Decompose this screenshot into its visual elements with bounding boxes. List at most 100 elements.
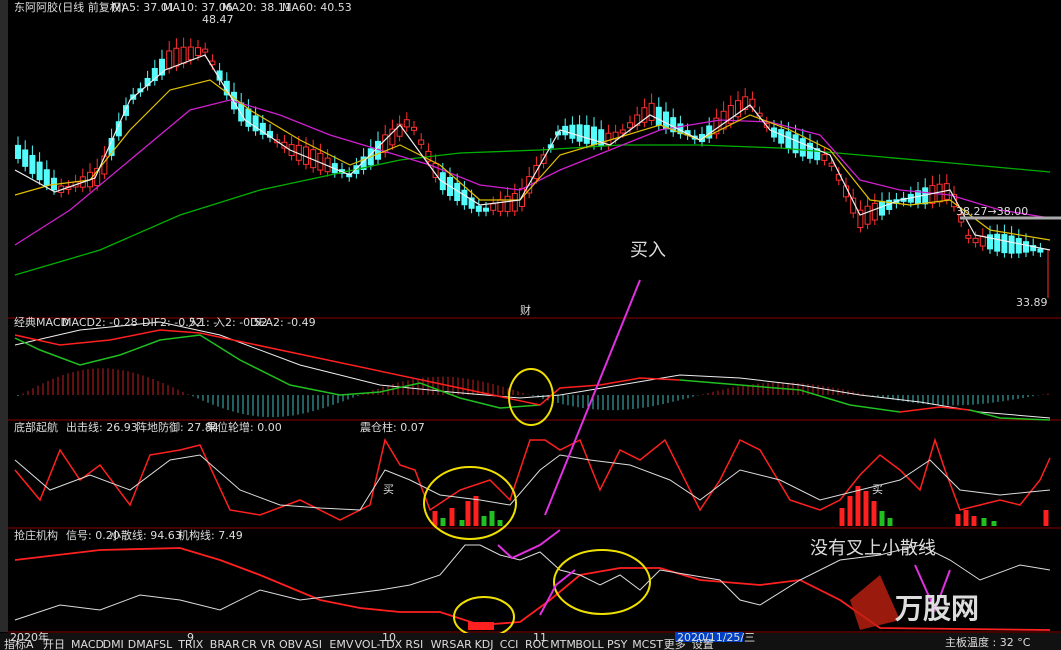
dif-line-red <box>14 329 681 406</box>
indicator-tab[interactable]: 指标A <box>4 637 34 650</box>
indicator-value: 出击线: 26.93 <box>66 420 138 434</box>
shake-bars <box>432 486 1049 526</box>
shake-bar <box>879 511 885 526</box>
indicator-tab[interactable]: WR <box>431 638 450 650</box>
indicator-tab[interactable]: CR <box>241 638 257 650</box>
candle-body <box>641 107 648 123</box>
shake-bar <box>887 518 893 526</box>
indicator-tab[interactable]: MTM <box>550 638 576 650</box>
indicator-tab[interactable]: SAR <box>449 638 472 650</box>
candle-body <box>569 124 576 139</box>
shake-bar <box>981 518 987 526</box>
shake-bar <box>497 520 503 526</box>
ma-label: MA60: 40.53 <box>282 1 352 14</box>
candle-body <box>511 193 518 212</box>
candle-body <box>475 205 482 212</box>
candle-body <box>29 155 36 174</box>
shake-bar <box>991 521 997 526</box>
date-label: 11 <box>533 631 547 644</box>
indicator-tab[interactable]: PSY <box>607 638 628 650</box>
pointer-arrow <box>544 279 641 516</box>
status-text: 主板温度 : 32 °C <box>945 635 1031 649</box>
indicator-tab[interactable]: BOLL <box>575 638 604 650</box>
candle-body <box>814 148 821 161</box>
candle-body <box>987 234 993 250</box>
candle-body <box>195 47 201 56</box>
high-price: 48.47 <box>202 13 234 26</box>
indicator-tab[interactable]: TRIX <box>177 638 204 650</box>
indicator-tab[interactable]: VOL-TDX <box>355 638 403 650</box>
candle-body <box>792 134 799 154</box>
shake-bar <box>459 520 465 526</box>
candle-body <box>799 138 806 157</box>
candle-body <box>22 149 29 167</box>
candle-body <box>389 128 396 146</box>
indicator-tab[interactable]: OBV <box>279 638 303 650</box>
indicator-tab[interactable]: ROC <box>525 638 549 650</box>
shake-bar <box>839 508 845 526</box>
panel-name[interactable]: 经典MACD <box>14 315 69 329</box>
ma-label: MA5: 37.01 <box>112 1 175 14</box>
institution-line <box>14 547 1051 631</box>
indicator-tab[interactable]: MACD <box>71 638 104 650</box>
indicator-tab[interactable]: ASI <box>304 638 322 650</box>
candle-body <box>123 105 129 116</box>
candle-body <box>821 154 828 161</box>
indicator-tab[interactable]: CCI <box>500 638 519 650</box>
shake-bar <box>955 514 961 526</box>
indicator-tab[interactable]: VR <box>260 638 276 650</box>
indicator-tab[interactable]: BRAR <box>210 638 240 650</box>
candle-body <box>605 132 612 146</box>
note-annotation: 没有叉上小散线 <box>810 538 936 559</box>
candle-body <box>857 209 864 229</box>
indicator-tab[interactable]: RSI <box>405 638 423 650</box>
indicator-value: 小散线: 94.63 <box>110 528 182 542</box>
indicator-tab[interactable]: 开日 <box>43 638 65 650</box>
shake-bar <box>855 486 861 526</box>
candle-body <box>627 122 633 129</box>
shake-bar <box>465 501 471 526</box>
indicator-tab[interactable]: KDJ <box>475 638 494 650</box>
candle-body <box>461 189 468 206</box>
indicator-value: 信号: 0.20 <box>66 529 120 542</box>
candle-body <box>735 100 741 118</box>
watermark: 万股网 <box>895 592 979 625</box>
highlight-circle <box>553 549 651 615</box>
indicator-tab[interactable]: 设置 <box>692 638 714 650</box>
shake-bar <box>1043 510 1049 526</box>
indicator-tab[interactable]: DMA <box>128 638 154 650</box>
candle-body <box>929 185 936 204</box>
candle-body <box>180 46 187 64</box>
low-price: 33.89 <box>1016 296 1048 309</box>
panel-name[interactable]: 底部起航 <box>14 420 58 434</box>
candle-body <box>1008 235 1015 254</box>
candle-body <box>403 119 410 128</box>
candle-body <box>490 203 497 211</box>
candle-body <box>202 48 209 53</box>
indicator-value: 入1: - <box>188 316 217 329</box>
shake-bar <box>440 518 446 526</box>
date-label: 9 <box>187 631 194 644</box>
shake-bar <box>449 508 455 526</box>
indicator-tab[interactable]: EMV <box>329 638 353 650</box>
indicator-tab[interactable]: DMI <box>103 638 124 650</box>
cross-mark <box>497 529 561 560</box>
candle-body <box>583 124 590 144</box>
stock-title: 东阿阿胶(日线 前复权) <box>14 0 125 14</box>
candle-body <box>187 46 194 61</box>
signal-bar <box>468 622 494 630</box>
mid-price: 38.27→38.00 <box>956 205 1028 218</box>
indicator-value: 果位轮增: 0.00 <box>206 420 282 434</box>
finance-mark[interactable]: 财 <box>520 303 531 317</box>
indicator-tab[interactable]: 更多 <box>664 637 686 650</box>
side-tabs[interactable] <box>0 0 8 632</box>
candle-body <box>879 200 885 216</box>
candle-body <box>576 124 583 142</box>
defense-line <box>14 454 1051 511</box>
candle-body <box>727 104 734 124</box>
indicator-tab[interactable]: MCST <box>632 638 663 650</box>
panel-name[interactable]: 抢庄机构 <box>14 528 58 542</box>
indicator-tab[interactable]: FSL <box>153 638 173 650</box>
